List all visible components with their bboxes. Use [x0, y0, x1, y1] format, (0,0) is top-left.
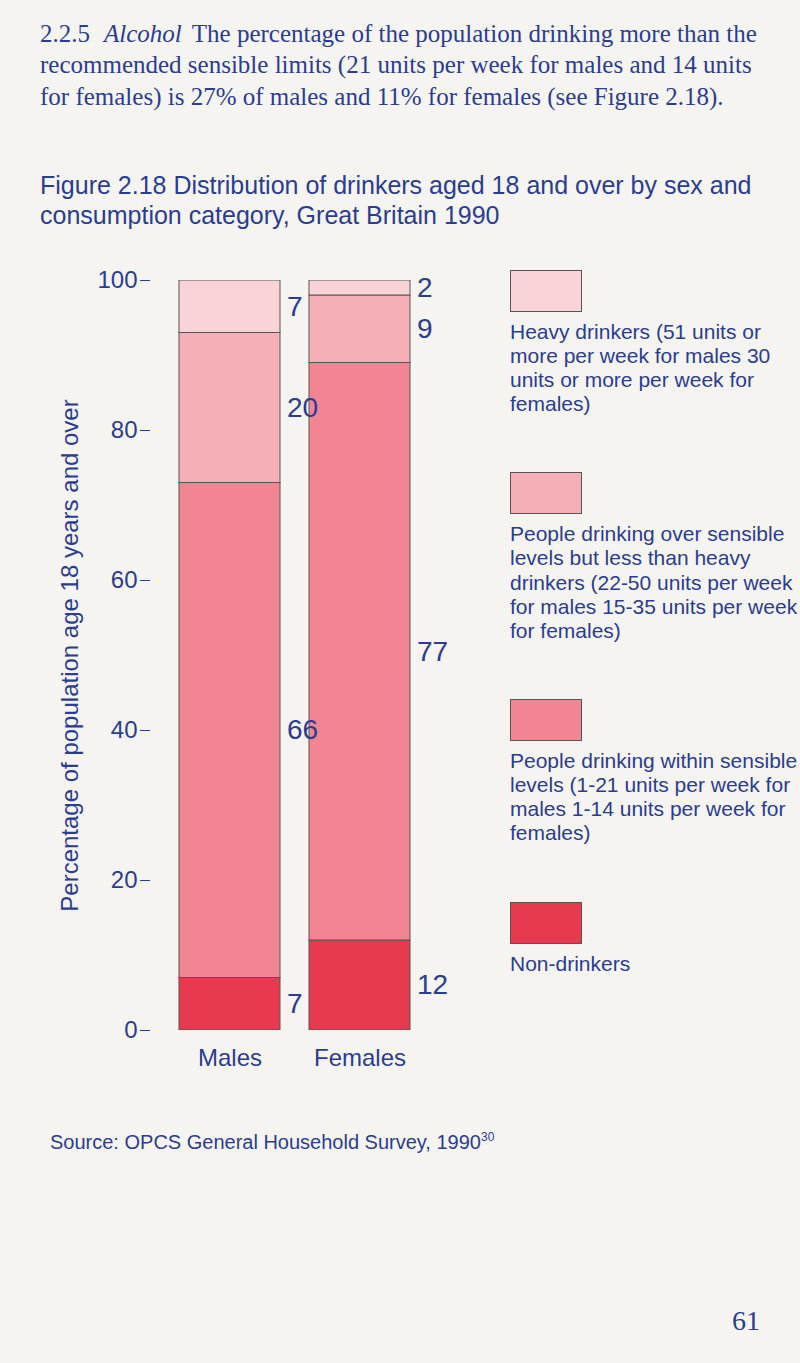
html-text:61: 61: [732, 1305, 760, 1336]
svg-text:80: 80: [111, 416, 138, 443]
html-text:Non-drinkers: Non-drinkers: [510, 951, 631, 975]
html-text:Source: OPCS General Household: Source: OPCS General Household Survey, 1…: [50, 1130, 481, 1153]
svg-text:20: 20: [287, 392, 318, 423]
html-text:2.2.5: 2.2.5: [40, 20, 90, 47]
html-text:People drinking over sensible: People drinking over sensible levels but…: [510, 522, 798, 642]
svg-text:77: 77: [417, 635, 448, 666]
svg-text:12: 12: [417, 969, 448, 1000]
html-text:Alcohol The percentage of the: Alcohol The percentage of the population…: [40, 20, 757, 110]
svg-text:66: 66: [287, 714, 318, 745]
svg-text:60: 60: [111, 566, 138, 593]
svg-text:7: 7: [287, 988, 303, 1019]
svg-text:2: 2: [417, 272, 433, 303]
svg-text:20: 20: [111, 866, 138, 893]
svg-text:9: 9: [417, 313, 433, 344]
html-text:30: 30: [481, 1129, 495, 1144]
svg-text:Females: Females: [314, 1043, 406, 1070]
html-text:People drinking within sensibl: People drinking within sensible levels (…: [510, 749, 798, 845]
svg-text:7: 7: [287, 290, 303, 321]
svg-text:0: 0: [124, 1016, 137, 1043]
html-text:Heavy drinkers (51 units or mo: Heavy drinkers (51 units or more per wee…: [510, 319, 771, 416]
svg-text:Percentage of population age 1: Percentage of population age 18 years an…: [56, 399, 83, 911]
svg-text:Males: Males: [198, 1043, 262, 1070]
svg-text:100: 100: [97, 266, 137, 293]
html-text:Figure 2.18 Distribution of dr: Figure 2.18 Distribution of drinkers age…: [40, 170, 752, 229]
svg-text:40: 40: [111, 716, 138, 743]
